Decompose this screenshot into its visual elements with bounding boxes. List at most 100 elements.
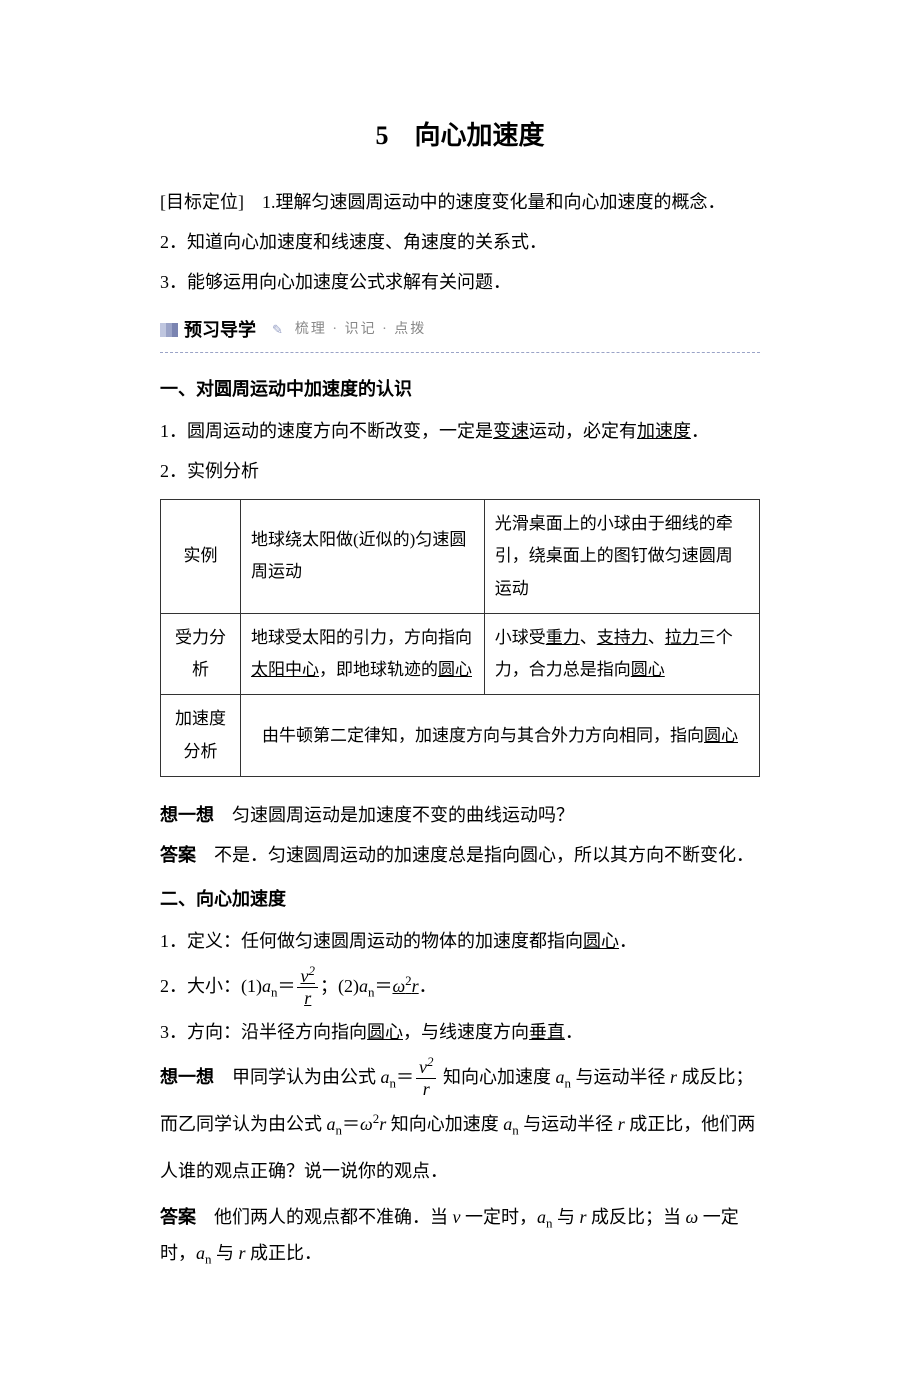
- sym-v-3: v: [453, 1207, 461, 1227]
- think1-question: 想一想 匀速圆周运动是加速度不变的曲线运动吗？: [160, 797, 760, 833]
- omega2r-underlined: ω2r: [392, 976, 418, 996]
- sec2-p1-u: 圆心: [583, 931, 619, 951]
- sec2-p2-mid: ；(2): [320, 976, 359, 996]
- think2-label: 想一想: [160, 1067, 214, 1087]
- r2c3-u3: 拉力: [665, 628, 699, 647]
- think2-answer: 答案 他们两人的观点都不准确．当 v 一定时，an 与 r 成反比；当 ω 一定…: [160, 1199, 760, 1271]
- page-title: 5 向心加速度: [160, 110, 760, 162]
- preview-header: 预习导学 ✎ 梳理 · 识记 · 点拨: [160, 312, 760, 353]
- frac-v2-r-underlined: v2r: [297, 966, 317, 1010]
- objective-line-2: 2．知道向心加速度和线速度、角速度的关系式．: [160, 224, 760, 260]
- section-2-heading: 二、向心加速度: [160, 881, 760, 917]
- sym-v-2: v: [419, 1057, 427, 1077]
- sec1-p1-u1: 变速: [493, 421, 529, 441]
- r3c23-a: 由牛顿第二定律知，加速度方向与其合外力方向相同，指向: [262, 726, 704, 745]
- r2c3-u2: 支持力: [597, 628, 648, 647]
- sym-omega-2: ω: [360, 1114, 373, 1134]
- sym-a-2: a: [359, 976, 368, 996]
- cell-r3c23: 由牛顿第二定律知，加速度方向与其合外力方向相同，指向圆心: [241, 695, 760, 777]
- cell-r3c1: 加速度分析: [161, 695, 241, 777]
- sec1-p1-a: 1．圆周运动的速度方向不断改变，一定是: [160, 421, 493, 441]
- table-row: 加速度分析 由牛顿第二定律知，加速度方向与其合外力方向相同，指向圆心: [161, 695, 760, 777]
- cell-r2c3: 小球受重力、支持力、拉力三个力，合力总是指向圆心: [484, 613, 759, 695]
- sec2-p1-b: ．: [619, 931, 637, 951]
- think1-answer: 答案 不是．匀速圆周运动的加速度总是指向圆心，所以其方向不断变化．: [160, 837, 760, 873]
- r2c3-u4: 圆心: [631, 660, 665, 679]
- cell-r1c2: 地球绕太阳做(近似的)匀速圆周运动: [241, 500, 485, 614]
- r2c2-u1: 太阳中心: [251, 660, 319, 679]
- a-g: 成正比．: [246, 1243, 323, 1263]
- t2-a: 甲同学认为由公式: [214, 1067, 381, 1087]
- r2c2-u2: 圆心: [438, 660, 472, 679]
- t2-e: 知向心加速度: [386, 1114, 503, 1134]
- sym-r-7: r: [579, 1207, 586, 1227]
- sec2-p3-u2: 垂直: [529, 1022, 565, 1042]
- pencil-icon: ✎: [272, 317, 283, 343]
- think2-ans-label: 答案: [160, 1207, 196, 1227]
- section-1-heading: 一、对圆周运动中加速度的认识: [160, 371, 760, 407]
- sec2-p1-a: 1．定义：任何做匀速圆周运动的物体的加速度都指向: [160, 931, 583, 951]
- t2-b: 知向心加速度: [438, 1067, 555, 1087]
- think2-question: 想一想 甲同学认为由公式 an＝v2r 知向心加速度 an 与运动半径 r 成反…: [160, 1054, 760, 1195]
- objective-text-1: 1.理解匀速圆周运动中的速度变化量和向心加速度的概念．: [262, 192, 726, 212]
- r2c3-c: 、: [648, 628, 665, 647]
- sym-2-1: 2: [308, 963, 314, 978]
- a-d: 成反比；当: [587, 1207, 686, 1227]
- sym-a-8: a: [196, 1243, 205, 1263]
- sym-a-3: a: [381, 1067, 390, 1087]
- r3c23-u: 圆心: [704, 726, 738, 745]
- r2c2-b: ，即地球轨迹的: [319, 660, 438, 679]
- sym-r-2: r: [412, 976, 419, 996]
- cell-r2c1: 受力分析: [161, 613, 241, 695]
- cell-r2c2: 地球受太阳的引力，方向指向太阳中心，即地球轨迹的圆心: [241, 613, 485, 695]
- sec1-p1-u2: 加速度: [637, 421, 691, 441]
- sec2-p3: 3．方向：沿半径方向指向圆心，与线速度方向垂直．: [160, 1014, 760, 1050]
- objective-prefix: [目标定位]: [160, 192, 262, 212]
- sec2-p3-u1: 圆心: [367, 1022, 403, 1042]
- sym-r-4: r: [670, 1067, 677, 1087]
- sec2-p1: 1．定义：任何做匀速圆周运动的物体的加速度都指向圆心．: [160, 923, 760, 959]
- sym-a-1: a: [262, 976, 271, 996]
- a-c: 与: [552, 1207, 579, 1227]
- sym-r-8: r: [238, 1243, 245, 1263]
- sym-a-5: a: [327, 1114, 336, 1134]
- t2-c: 与运动半径: [571, 1067, 670, 1087]
- sym-eq-3: ＝: [396, 1067, 414, 1087]
- sec2-p2-end: ．: [419, 976, 437, 996]
- objective-line-3: 3．能够运用向心加速度公式求解有关问题．: [160, 264, 760, 300]
- sec2-p3-a: 3．方向：沿半径方向指向: [160, 1022, 367, 1042]
- sym-2-3: 2: [427, 1054, 433, 1069]
- sec2-p3-c: ．: [565, 1022, 583, 1042]
- a-a: 他们两人的观点都不准确．当: [196, 1207, 453, 1227]
- sec1-p1-c: ．: [691, 421, 709, 441]
- r2c3-b: 、: [580, 628, 597, 647]
- think1-ans: 不是．匀速圆周运动的加速度总是指向圆心，所以其方向不断变化．: [196, 845, 754, 865]
- a-f: 与: [211, 1243, 238, 1263]
- sym-r-3: r: [416, 1079, 436, 1101]
- r2c2-a: 地球受太阳的引力，方向指向: [251, 628, 472, 647]
- think1-label: 想一想: [160, 805, 214, 825]
- think1-q: 匀速圆周运动是加速度不变的曲线运动吗？: [214, 805, 574, 825]
- sec2-p2-a: 2．大小：(1): [160, 976, 262, 996]
- think1-ans-label: 答案: [160, 845, 196, 865]
- sec1-para-1: 1．圆周运动的速度方向不断改变，一定是变速运动，必定有加速度．: [160, 413, 760, 449]
- preview-title: 预习导学: [184, 312, 256, 348]
- sym-a-7: a: [537, 1207, 546, 1227]
- cell-r1c3: 光滑桌面上的小球由于细线的牵引，绕桌面上的图钉做匀速圆周运动: [484, 500, 759, 614]
- sec2-p3-b: ，与线速度方向: [403, 1022, 529, 1042]
- bars-icon: [160, 323, 178, 337]
- table-row: 受力分析 地球受太阳的引力，方向指向太阳中心，即地球轨迹的圆心 小球受重力、支持…: [161, 613, 760, 695]
- t2-f: 与运动半径: [519, 1114, 618, 1134]
- r2c3-a: 小球受: [495, 628, 546, 647]
- example-table: 实例 地球绕太阳做(近似的)匀速圆周运动 光滑桌面上的小球由于细线的牵引，绕桌面…: [160, 499, 760, 777]
- sym-a-6: a: [503, 1114, 512, 1134]
- sec1-p1-b: 运动，必定有: [529, 421, 637, 441]
- sec2-p2: 2．大小：(1)an＝v2r；(2)an＝ω2r．: [160, 963, 760, 1010]
- sym-omega-1: ω: [392, 976, 405, 996]
- table-row: 实例 地球绕太阳做(近似的)匀速圆周运动 光滑桌面上的小球由于细线的牵引，绕桌面…: [161, 500, 760, 614]
- sym-r-6: r: [618, 1114, 625, 1134]
- sec1-para-2: 2．实例分析: [160, 453, 760, 489]
- sym-r-1: r: [297, 988, 317, 1010]
- document-page: 5 向心加速度 [目标定位] 1.理解匀速圆周运动中的速度变化量和向心加速度的概…: [0, 0, 920, 1375]
- preview-left: 预习导学 ✎ 梳理 · 识记 · 点拨: [160, 312, 426, 348]
